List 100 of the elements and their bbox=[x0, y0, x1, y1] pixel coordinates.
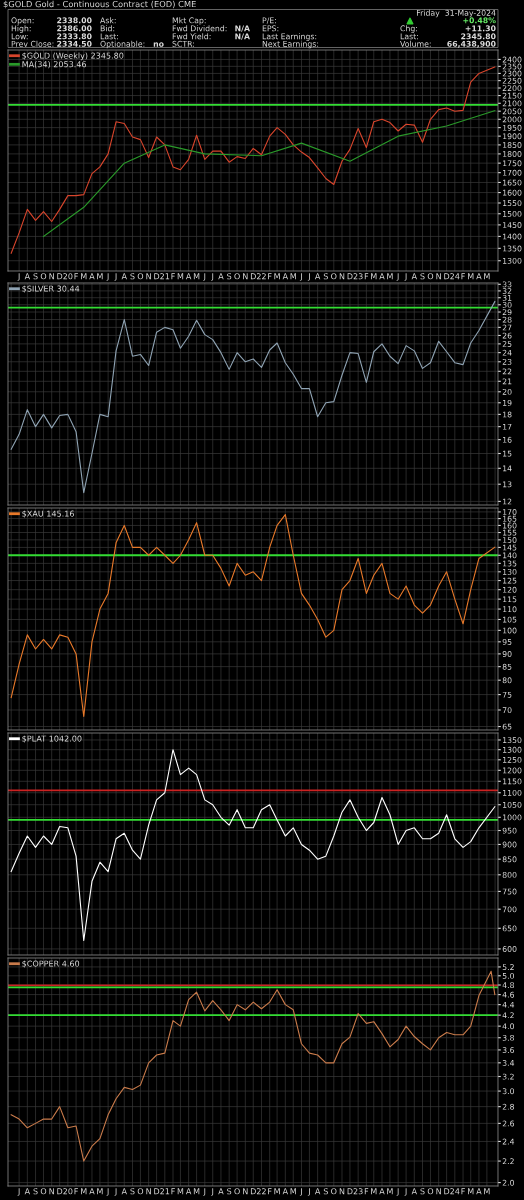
x-tick-label: D bbox=[250, 273, 256, 280]
x-tick-label: J bbox=[396, 273, 399, 281]
x-tick-label: A bbox=[411, 273, 417, 280]
x-tick-label: A bbox=[218, 1188, 224, 1195]
x-tick-label: S bbox=[420, 1188, 425, 1195]
x-tick-label: F bbox=[268, 273, 272, 280]
x-tick-label: A bbox=[282, 273, 288, 280]
x-tick-label: A bbox=[121, 273, 127, 280]
x-tick-label: J bbox=[211, 1188, 214, 1196]
legend-label: $COPPER 4.60 bbox=[22, 960, 80, 968]
x-tick-label: D bbox=[154, 1188, 160, 1195]
x-tick-label: D bbox=[444, 1188, 450, 1195]
x-tick-label: O bbox=[137, 1188, 144, 1195]
x-tick-label: S bbox=[420, 273, 425, 280]
x-tick-label: O bbox=[40, 273, 47, 280]
x-tick-label: S bbox=[227, 273, 232, 280]
x-tick-label: 24 bbox=[450, 273, 460, 280]
x-tick-label: N bbox=[243, 1188, 248, 1195]
x-tick-label: 20 bbox=[63, 273, 73, 280]
x-tick-label: N bbox=[49, 273, 54, 280]
x-tick-label: F bbox=[74, 273, 78, 280]
x-tick-label: S bbox=[33, 1188, 38, 1195]
legend-label: $PLAT 1042.00 bbox=[22, 735, 82, 743]
x-tick-label: 21 bbox=[160, 273, 170, 280]
x-tick-label: A bbox=[24, 1188, 31, 1195]
x-tick-label: M bbox=[177, 1188, 184, 1195]
x-tick-label: N bbox=[436, 1188, 441, 1195]
x-tick-label: N bbox=[146, 273, 151, 280]
x-tick-label: M bbox=[97, 273, 103, 280]
x-tick-label: O bbox=[234, 1188, 240, 1195]
x-tick-label: A bbox=[476, 1188, 482, 1195]
x-tick-label: S bbox=[130, 1188, 135, 1195]
x-tick-label: A bbox=[218, 273, 224, 280]
x-tick-label: M bbox=[468, 273, 474, 280]
x-tick-label: M bbox=[387, 1188, 393, 1195]
x-tick-label: M bbox=[468, 1188, 474, 1195]
x-tick-label: N bbox=[339, 273, 345, 280]
x-tick-label: D bbox=[154, 273, 160, 280]
x-tick-label: S bbox=[130, 273, 135, 280]
x-tick-label: O bbox=[331, 273, 337, 280]
x-tick-label: F bbox=[364, 273, 369, 280]
x-tick-label: N bbox=[436, 273, 441, 280]
x-tick-label: O bbox=[234, 273, 240, 280]
x-tick-label: J bbox=[106, 273, 109, 281]
x-tick-label: M bbox=[81, 273, 87, 280]
x-tick-label: F bbox=[364, 1188, 369, 1195]
x-tick-label: F bbox=[171, 1188, 175, 1195]
x-tick-label: D bbox=[57, 273, 63, 280]
x-tick-label: N bbox=[243, 273, 248, 280]
x-tick-label: J bbox=[17, 1188, 20, 1196]
x-tick-label: J bbox=[299, 1188, 302, 1196]
x-tick-label: S bbox=[323, 273, 328, 280]
x-tick-label: A bbox=[24, 273, 31, 280]
x-tick-label: F bbox=[268, 1188, 272, 1195]
legend-label: $GOLD (Weekly) 2345.80 bbox=[22, 52, 124, 61]
x-tick-label: J bbox=[203, 1188, 206, 1196]
x-tick-label: 23 bbox=[353, 1188, 363, 1195]
x-tick-label: J bbox=[114, 1188, 117, 1196]
x-tick-label: A bbox=[379, 273, 385, 280]
x-tick-label: S bbox=[33, 273, 38, 280]
x-tick-label: J bbox=[17, 273, 20, 281]
x-tick-label: D bbox=[250, 1188, 256, 1195]
x-tick-label: O bbox=[427, 1188, 434, 1195]
x-tick-label: M bbox=[193, 273, 200, 280]
x-tick-label: N bbox=[339, 1188, 345, 1195]
x-tick-label: M bbox=[484, 273, 490, 280]
x-tick-label: M bbox=[371, 273, 377, 280]
x-tick-label: J bbox=[203, 273, 206, 281]
x-tick-label: M bbox=[193, 1188, 200, 1195]
x-tick-label: A bbox=[89, 273, 95, 280]
x-tick-label: D bbox=[57, 1188, 63, 1195]
x-tick-label: A bbox=[314, 1188, 321, 1195]
x-tick-label: M bbox=[177, 273, 184, 280]
x-tick-label: S bbox=[227, 1188, 232, 1195]
x-tick-label: 22 bbox=[256, 1188, 266, 1195]
x-tick-label: F bbox=[74, 1188, 78, 1195]
x-tick-label: M bbox=[484, 1188, 490, 1195]
x-tick-label: D bbox=[347, 1188, 353, 1195]
x-tick-label: A bbox=[379, 1188, 385, 1195]
x-tick-label: 23 bbox=[353, 273, 363, 280]
x-tick-label: J bbox=[404, 1188, 407, 1196]
x-tick-label: A bbox=[476, 273, 482, 280]
x-tick-label: O bbox=[427, 273, 434, 280]
x-tick-label: 21 bbox=[160, 1188, 170, 1195]
x-tick-label: M bbox=[290, 1188, 296, 1195]
line-series bbox=[10, 970, 496, 1162]
x-tick-label: J bbox=[404, 273, 407, 281]
line-series bbox=[10, 301, 496, 494]
x-tick-label: O bbox=[40, 1188, 47, 1195]
x-tick-label: A bbox=[185, 273, 192, 280]
x-tick-label: A bbox=[185, 1188, 192, 1195]
legend-label: MA(34) 2053.46 bbox=[22, 61, 87, 69]
x-tick-label: J bbox=[211, 273, 214, 281]
x-tick-label: A bbox=[89, 1188, 95, 1195]
x-tick-label: 24 bbox=[450, 1188, 460, 1195]
x-tick-label: 22 bbox=[256, 273, 266, 280]
x-tick-label: A bbox=[282, 1188, 288, 1195]
x-tick-label: N bbox=[146, 1188, 151, 1195]
x-tick-label: O bbox=[331, 1188, 337, 1195]
line-series bbox=[10, 749, 496, 942]
